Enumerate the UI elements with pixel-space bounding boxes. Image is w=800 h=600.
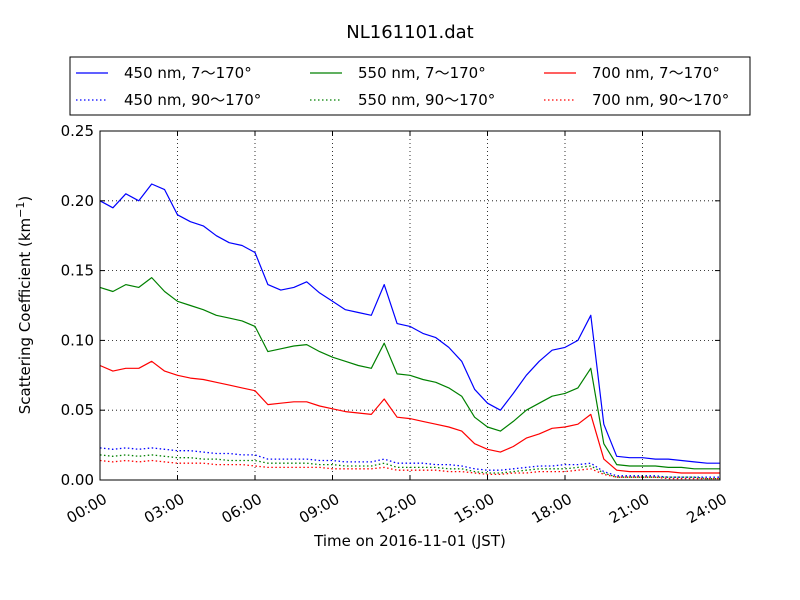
y-tick-label: 0.15 [61, 262, 94, 280]
legend-label: 550 nm, 7～170° [358, 64, 486, 82]
legend: 450 nm, 7～170° 550 nm, 7～170° 700 nm, 7～17… [69, 56, 751, 116]
legend-label: 450 nm, 90～170° [124, 91, 261, 109]
y-tick-label: 0.05 [61, 401, 94, 419]
series-line-3 [99, 447, 720, 478]
x-tick-label: 03:00 [141, 490, 187, 527]
y-tick-label: 0.00 [61, 471, 94, 489]
y-tick-label: 0.10 [61, 331, 94, 349]
legend-label: 450 nm, 7～170° [124, 64, 252, 82]
x-tick-label: 18:00 [529, 490, 575, 527]
x-tick-label: 21:00 [606, 490, 652, 527]
plot-frame [99, 130, 721, 481]
y-axis-label: Scattering Coefficient (km−1) [14, 196, 34, 415]
series-line-4 [99, 454, 720, 480]
y-tick-label: 0.20 [61, 192, 94, 210]
x-tick-label: 06:00 [219, 490, 265, 527]
series-line-1 [99, 277, 720, 470]
series-line-0 [99, 183, 720, 464]
legend-box [69, 56, 751, 116]
x-tick-label: 15:00 [451, 490, 497, 527]
grid-lines [100, 131, 720, 480]
x-tick-label: 12:00 [374, 490, 420, 527]
x-tick-label: 00:00 [64, 490, 110, 527]
series-lines [99, 183, 720, 480]
chart-title: NL161101.dat [346, 22, 473, 43]
legend-label: 700 nm, 7～170° [592, 64, 720, 82]
y-tick-label: 0.25 [61, 122, 94, 140]
x-tick-label: 24:00 [684, 490, 730, 527]
x-axis-label: Time on 2016-11-01 (JST) [313, 532, 506, 550]
legend-label: 700 nm, 90～170° [592, 91, 729, 109]
x-tick-label: 09:00 [296, 490, 342, 527]
series-line-2 [99, 360, 720, 474]
legend-label: 550 nm, 90～170° [358, 91, 495, 109]
